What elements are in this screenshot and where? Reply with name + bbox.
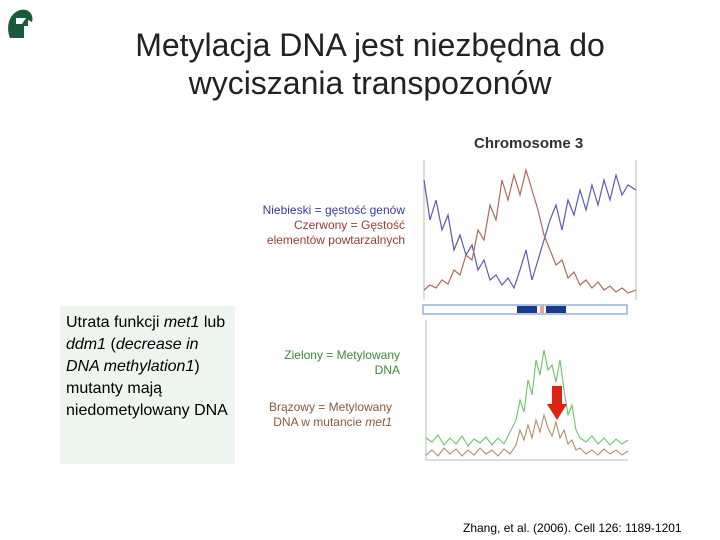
figure-title: Chromosome 3 xyxy=(474,135,584,152)
legend-brown-text: Brązowy = Metylowany DNA w mutancie met1 xyxy=(262,400,392,430)
note-text-3: ( xyxy=(106,336,116,353)
note-italic-decrease: decrease in DNA methylation1 xyxy=(66,336,199,375)
density-chart xyxy=(420,160,640,300)
methylated-dna-line xyxy=(425,349,629,447)
gene-density-line xyxy=(423,172,637,290)
down-arrow-icon xyxy=(547,386,567,420)
chromosome-bar xyxy=(422,304,628,315)
density-legend: Niebieski = gęstość genów Czerwony = Gęs… xyxy=(262,203,405,248)
legend-red-text: Czerwony = Gęstość elementów powtarzalny… xyxy=(266,218,405,247)
note-text-1: Utrata funkcji xyxy=(66,314,164,331)
slide-title: Metylacja DNA jest niezbędna do wyciszan… xyxy=(60,26,680,102)
mutant-dna-line xyxy=(425,412,629,457)
spartan-helmet-logo xyxy=(8,9,33,38)
methylation-chart xyxy=(422,320,632,465)
mutant-note: Utrata funkcji met1 lub ddm1 (decrease i… xyxy=(60,306,235,464)
note-italic-met1: met1 xyxy=(163,314,200,331)
note-italic-ddm1: ddm1 xyxy=(66,336,107,353)
legend-brown-prefix: Brązowy = Metylowany DNA w mutancie xyxy=(268,400,392,429)
legend-blue-text: Niebieski = gęstość genów xyxy=(262,203,405,217)
note-text-2: lub xyxy=(199,314,226,331)
title-line-2: wyciszania transpozonów xyxy=(188,65,552,101)
title-line-1: Metylacja DNA jest niezbędna do xyxy=(135,27,605,63)
repeat-density-line xyxy=(423,167,637,294)
legend-brown-italic: met1 xyxy=(365,415,392,429)
legend-green-text: Zielony = Metylowany DNA xyxy=(284,348,400,377)
citation: Zhang, et al. (2006). Cell 126: 1189-120… xyxy=(463,521,682,535)
note-text-4: ) mutanty mają niedometylowany DNA xyxy=(66,358,228,419)
